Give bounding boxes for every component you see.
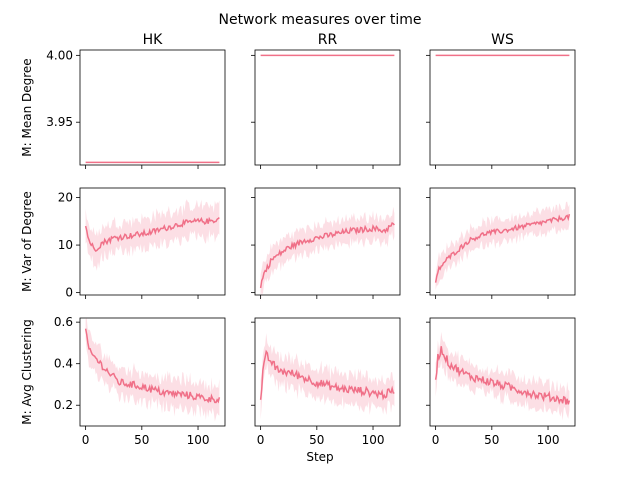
panel-frame bbox=[429, 49, 576, 166]
confidence-band-ws-row-2 bbox=[435, 201, 570, 291]
series-line-rr-row-3 bbox=[259, 349, 395, 401]
panel-hk-row-3: 0.2 0.4 0.6 0 50 100 bbox=[54, 315, 226, 447]
y-tick-label: 10 bbox=[58, 238, 73, 252]
confidence-band-ws-row-3 bbox=[435, 331, 570, 421]
y-tick-label: 0.2 bbox=[54, 398, 73, 412]
panel-frame bbox=[79, 187, 226, 296]
column-title-rr: RR bbox=[318, 32, 338, 48]
x-tick-label: 0 bbox=[432, 433, 440, 447]
confidence-band-rr-row-2 bbox=[260, 206, 395, 302]
series-line-ws-row-2 bbox=[434, 214, 571, 283]
column-title-hk: HK bbox=[143, 32, 164, 48]
panel-frame bbox=[79, 49, 226, 166]
x-tick-label: 0 bbox=[257, 433, 265, 447]
column-title-ws: WS bbox=[491, 32, 514, 48]
x-tick-label: 0 bbox=[82, 433, 90, 447]
x-axis-label: Step bbox=[306, 450, 333, 464]
panel-frame bbox=[429, 187, 576, 296]
y-axis-label-row-2: M: Var of Degree bbox=[20, 191, 34, 292]
x-tick-label: 100 bbox=[187, 433, 210, 447]
x-tick-label: 50 bbox=[309, 433, 324, 447]
y-axis-label-row-3: M: Avg Clustering bbox=[20, 319, 34, 424]
y-tick-label: 20 bbox=[58, 191, 73, 205]
series-line-hk-row-2 bbox=[84, 216, 220, 253]
x-tick-label: 100 bbox=[362, 433, 385, 447]
series-line-hk-row-3 bbox=[84, 328, 221, 404]
panel-frame bbox=[79, 317, 226, 427]
y-tick-label: 0.4 bbox=[54, 357, 73, 371]
x-tick-label: 50 bbox=[484, 433, 499, 447]
y-tick-label: 0 bbox=[65, 286, 73, 300]
y-tick-label: 3.95 bbox=[46, 115, 73, 129]
x-tick-label: 50 bbox=[134, 433, 149, 447]
panel-frame bbox=[429, 317, 576, 427]
panel-hk-row-1: 3.95 4.00 bbox=[46, 48, 226, 169]
panel-rr-row-2 bbox=[251, 187, 401, 302]
panel-frame bbox=[254, 187, 401, 296]
series-line-ws-row-3 bbox=[434, 346, 571, 405]
panel-frame bbox=[254, 317, 401, 427]
confidence-band-rr-row-3 bbox=[260, 333, 395, 420]
panel-rr-row-1 bbox=[251, 49, 401, 169]
panel-hk-row-2: 0 10 20 bbox=[58, 187, 226, 300]
x-tick-label: 100 bbox=[537, 433, 560, 447]
y-axis-label-row-1: M: Mean Degree bbox=[20, 58, 34, 156]
panel-grid: HK RR WS M: Mean Degree 3.95 4.00 M: Var of De… bbox=[20, 32, 576, 447]
panel-ws-row-3: 0 50 100 bbox=[426, 317, 576, 447]
chart-title: Network measures over time bbox=[218, 12, 421, 28]
y-tick-label: 4.00 bbox=[46, 48, 73, 62]
panel-ws-row-1 bbox=[426, 49, 576, 169]
panel-frame bbox=[254, 49, 401, 166]
panel-rr-row-3: 0 50 100 bbox=[251, 317, 401, 447]
confidence-band-hk-row-2 bbox=[85, 199, 220, 271]
y-tick-label: 0.6 bbox=[54, 315, 73, 329]
panel-ws-row-2 bbox=[426, 187, 576, 299]
series-line-rr-row-2 bbox=[259, 221, 395, 289]
